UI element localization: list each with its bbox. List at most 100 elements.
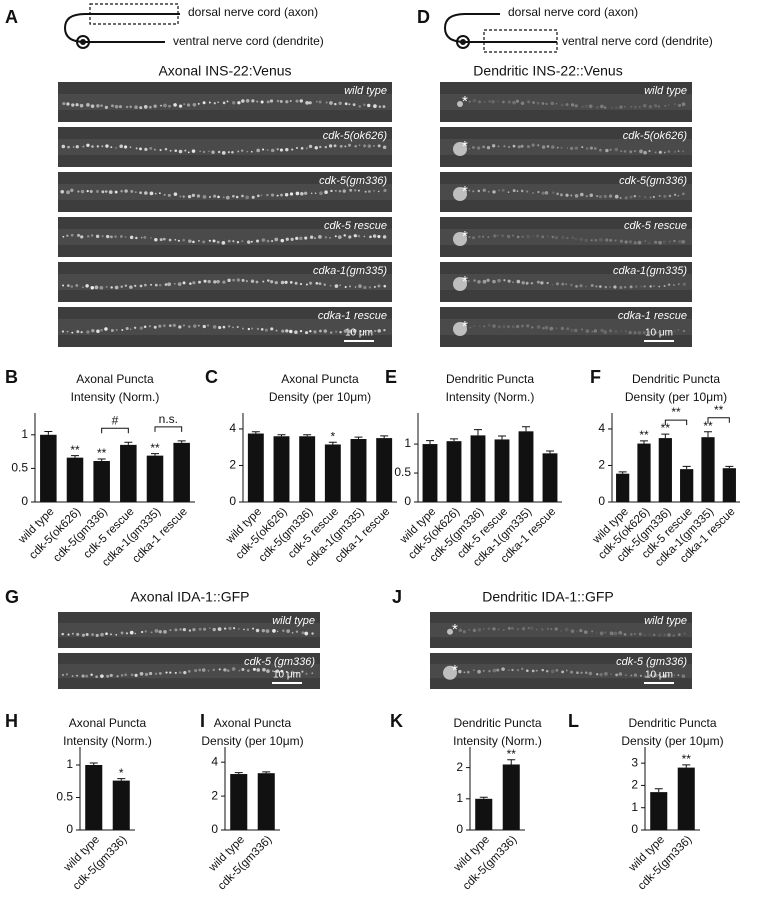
punctum [541,145,546,149]
punctum [614,329,618,334]
punctum [148,325,151,328]
punctum [520,667,524,671]
punctum [674,150,677,153]
punctum [144,283,147,287]
punctum [182,281,186,285]
punctum [91,145,94,148]
punctum [667,150,671,153]
punctum [595,632,598,634]
punctum [620,330,622,332]
punctum [213,280,217,284]
punctum [598,195,603,199]
punctum [483,325,486,328]
significance: ** [639,428,649,442]
micrograph-glow [440,274,692,290]
punctum [105,234,110,239]
strip-label: cdk-5(gm336) [319,175,387,187]
punctum [105,285,108,289]
punctum [82,286,84,289]
punctum [256,194,260,198]
punctum [536,234,540,238]
punctum [555,327,558,330]
punctum [506,234,511,239]
punctum [623,105,626,108]
punctum [153,148,156,151]
punctum [374,329,377,333]
punctum [347,143,351,147]
chart-title: Intensity (Norm.) [71,390,160,404]
y-tick-label: 1 [21,427,28,441]
punctum [242,327,244,330]
punctum [540,628,544,631]
punctum [153,104,157,108]
punctum [487,190,490,193]
punctum [154,192,157,195]
punctum [202,150,206,154]
scale-bar-label: 10 μm [645,328,673,339]
punctum [477,669,481,674]
micrograph-glow [440,184,692,200]
punctum [507,145,511,149]
punctum [255,239,260,243]
punctum [574,238,577,241]
punctum [213,102,216,105]
punctum [377,284,381,288]
punctum [144,630,147,633]
punctum [658,674,661,677]
bar [650,792,668,830]
punctum [150,631,153,634]
y-tick-label: 0 [456,822,463,836]
punctum [581,146,584,149]
punctum [517,145,521,149]
punctum [282,629,285,632]
punctum [110,328,114,333]
punctum [372,234,377,238]
punctum [241,99,245,103]
chart-title: Axonal Puncta [214,716,292,730]
punctum [189,282,192,285]
diagram-label: ventral nerve cord (dendrite) [562,34,713,48]
punctum [305,283,308,286]
punctum [618,630,623,635]
punctum [507,669,510,672]
y-tick-label: 0 [631,822,638,836]
y-tick-label: 3 [631,755,638,769]
punctum [560,146,563,149]
punctum [255,280,259,284]
punctum [279,148,284,152]
punctum [226,669,230,673]
punctum [334,102,337,106]
punctum [497,325,501,329]
punctum [222,325,226,329]
punctum [552,191,555,194]
punctum [634,633,636,635]
punctum [581,105,585,109]
cell-body-marker: * [452,621,458,638]
micrograph-glow [430,622,692,638]
punctum [174,149,178,152]
punctum [245,195,249,200]
strip-label: cdk-5(ok626) [623,130,688,142]
y-tick-label: 2 [229,458,236,472]
punctum [468,147,471,150]
punctum [208,239,211,242]
punctum [546,145,550,148]
error-bar [522,426,530,432]
punctum [167,193,171,197]
punctum [580,671,583,674]
punctum [304,236,308,240]
punctum [76,330,80,334]
punctum [198,668,202,672]
punctum [644,240,647,243]
punctum [201,668,206,672]
punctum [532,101,535,105]
punctum [466,670,470,674]
punctum [72,146,75,148]
punctum [296,671,299,674]
error-bar [704,431,712,438]
punctum [96,145,99,148]
punctum [192,281,196,285]
punctum [589,146,594,150]
punctum [228,626,232,631]
punctum [218,325,222,330]
